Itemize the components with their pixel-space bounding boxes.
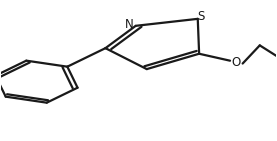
- Text: N: N: [125, 18, 134, 31]
- Text: O: O: [232, 56, 241, 69]
- Text: S: S: [197, 10, 204, 23]
